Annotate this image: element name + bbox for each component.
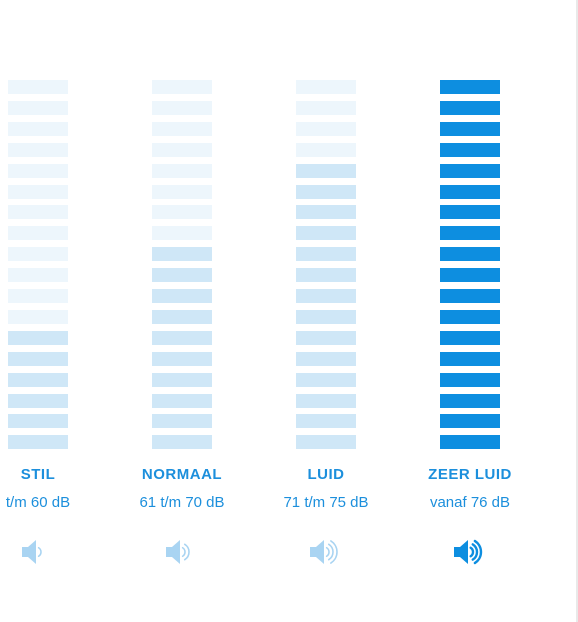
meter-segment <box>8 226 68 240</box>
level-column-normaal: NORMAAL 61 t/m 70 dB <box>102 0 262 622</box>
meter-segment <box>8 373 68 387</box>
meter-segment <box>296 373 356 387</box>
meter-segment <box>440 352 500 366</box>
meter-segment <box>440 226 500 240</box>
meter-segment <box>296 80 356 94</box>
meter-segment <box>152 268 212 282</box>
meter-segment <box>152 80 212 94</box>
meter-segment <box>152 122 212 136</box>
meter-segment <box>296 268 356 282</box>
meter-segment <box>440 414 500 428</box>
meter-segment <box>296 122 356 136</box>
meter-segment <box>296 205 356 219</box>
meter-segment <box>440 310 500 324</box>
meter-segment <box>8 414 68 428</box>
level-range: t/m 60 dB <box>5 494 71 511</box>
meter-segment <box>440 80 500 94</box>
meter-segment <box>152 205 212 219</box>
meter-segment <box>296 164 356 178</box>
level-range: 61 t/m 70 dB <box>139 494 225 511</box>
meter-segment <box>152 435 212 449</box>
meter-segment <box>152 164 212 178</box>
meter-segment <box>152 289 212 303</box>
meter-segment <box>8 435 68 449</box>
speaker-max-icon <box>454 539 483 565</box>
meter-segment <box>296 414 356 428</box>
meter-segment <box>152 310 212 324</box>
level-column-zeer-luid: ZEER LUID vanaf 76 dB <box>390 0 550 622</box>
meter-segment <box>440 101 500 115</box>
meter-segment <box>296 289 356 303</box>
level-label: STIL <box>20 466 56 483</box>
meter-segment <box>440 205 500 219</box>
meter-segment <box>296 247 356 261</box>
level-range: vanaf 76 dB <box>429 494 511 511</box>
meter-segment <box>8 205 68 219</box>
meter-segment <box>8 143 68 157</box>
meter-segment <box>296 143 356 157</box>
level-label: NORMAAL <box>141 466 223 483</box>
meter-segment <box>8 310 68 324</box>
panel-divider <box>576 0 578 622</box>
meter-segment <box>152 226 212 240</box>
meter-segment <box>440 185 500 199</box>
meter-segment <box>440 331 500 345</box>
meter-segment <box>440 122 500 136</box>
level-range: 71 t/m 75 dB <box>283 494 369 511</box>
meter-segment <box>152 331 212 345</box>
meter-segment <box>8 268 68 282</box>
meter-segment <box>296 310 356 324</box>
meter-segment <box>296 435 356 449</box>
meter-segment <box>152 414 212 428</box>
level-meter <box>440 80 500 452</box>
meter-segment <box>8 185 68 199</box>
level-meter <box>152 80 212 452</box>
meter-segment <box>8 80 68 94</box>
meter-segment <box>440 394 500 408</box>
meter-segment <box>296 394 356 408</box>
meter-segment <box>440 435 500 449</box>
meter-segment <box>8 352 68 366</box>
meter-segment <box>8 101 68 115</box>
meter-segment <box>440 373 500 387</box>
meter-segment <box>8 247 68 261</box>
meter-segment <box>296 101 356 115</box>
meter-segment <box>152 143 212 157</box>
speaker-low-icon <box>22 540 42 564</box>
meter-segment <box>8 164 68 178</box>
meter-segment <box>152 247 212 261</box>
meter-segment <box>296 185 356 199</box>
meter-segment <box>296 331 356 345</box>
meter-segment <box>440 247 500 261</box>
level-column-luid: LUID 71 t/m 75 dB <box>246 0 406 622</box>
level-meter <box>296 80 356 452</box>
meter-segment <box>440 164 500 178</box>
level-label: ZEER LUID <box>428 466 512 483</box>
meter-segment <box>440 268 500 282</box>
meter-segment <box>152 394 212 408</box>
meter-segment <box>8 289 68 303</box>
meter-segment <box>152 352 212 366</box>
meter-segment <box>296 352 356 366</box>
meter-segment <box>440 289 500 303</box>
meter-segment <box>440 143 500 157</box>
meter-segment <box>296 226 356 240</box>
level-meter <box>8 80 68 452</box>
speaker-medium-icon <box>166 540 190 564</box>
level-label: LUID <box>307 466 345 483</box>
meter-segment <box>8 394 68 408</box>
level-column-stil: STIL t/m 60 dB <box>0 0 118 622</box>
meter-segment <box>152 185 212 199</box>
meter-segment <box>8 331 68 345</box>
meter-segment <box>152 101 212 115</box>
meter-segment <box>8 122 68 136</box>
meter-segment <box>152 373 212 387</box>
speaker-high-icon <box>310 540 338 564</box>
